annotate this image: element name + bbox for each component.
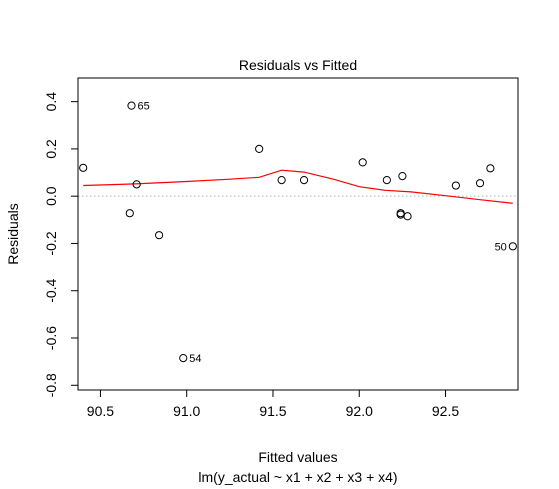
outlier-labels: 65 54 50 [137, 101, 506, 365]
data-point [451, 181, 460, 190]
y-tick-label: 0.0 [43, 186, 59, 206]
point-label: 50 [495, 241, 507, 253]
y-tick-label: 0.2 [43, 139, 59, 159]
smooth-trend-line [83, 169, 513, 204]
y-tick-label: -0.2 [43, 231, 59, 255]
x-tick-label: 92.0 [346, 403, 373, 419]
loess-curve [83, 169, 513, 204]
data-point [127, 101, 136, 110]
chart-title: Residuals vs Fitted [239, 57, 357, 73]
data-point [125, 209, 134, 218]
y-tick-label: 0.4 [43, 92, 59, 112]
x-tick-label: 92.5 [432, 403, 459, 419]
y-axis: -0.8 -0.6 -0.4 -0.2 0.0 0.2 0.4 [43, 92, 79, 397]
y-tick-label: -0.4 [43, 278, 59, 302]
data-point [398, 171, 407, 181]
data-point [358, 158, 367, 167]
y-tick-label: -0.6 [43, 326, 59, 350]
y-tick-label: -0.8 [43, 373, 59, 397]
plot-frame [77, 77, 519, 391]
data-point [508, 242, 517, 251]
data-point [154, 231, 164, 240]
data-point [132, 180, 141, 189]
x-tick-label: 91.5 [259, 403, 286, 419]
data-point [179, 353, 188, 363]
point-label: 54 [189, 353, 201, 365]
data-point [486, 164, 495, 173]
data-point [255, 144, 264, 154]
x-tick-label: 90.5 [87, 403, 114, 419]
model-formula-label: lm(y_actual ~ x1 + x2 + x3 + x4) [198, 469, 397, 485]
point-label: 65 [137, 101, 149, 113]
data-point [475, 179, 485, 188]
data-point [382, 176, 391, 185]
residual-points [79, 101, 517, 363]
x-axis-label: Fitted values [258, 449, 337, 465]
data-point [79, 163, 88, 172]
y-axis-label: Residuals [5, 203, 21, 264]
data-point [277, 176, 286, 185]
data-point [299, 176, 309, 185]
data-point [403, 212, 412, 221]
x-axis: 90.5 91.0 91.5 92.0 92.5 [87, 389, 459, 419]
x-tick-label: 91.0 [173, 403, 200, 419]
